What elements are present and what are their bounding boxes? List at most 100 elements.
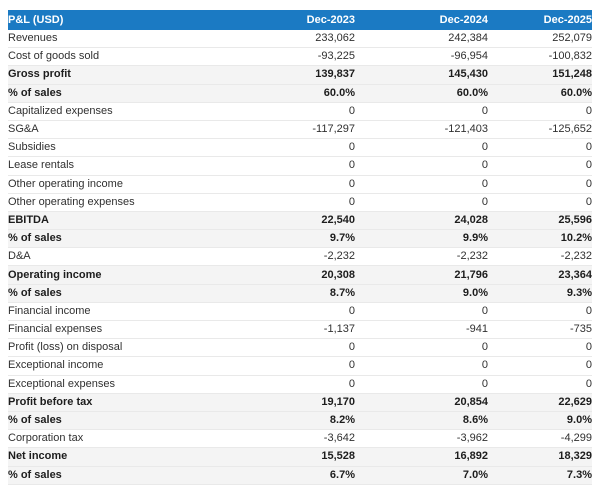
cell-value: 0 [355, 375, 488, 394]
row-label: EBITDA [8, 211, 233, 231]
cell-value: 139,837 [233, 65, 355, 85]
row-label: % of sales [8, 411, 233, 431]
cell-value: 6.7% [233, 466, 355, 485]
table-row: % of sales 9.7% 9.9% 10.2% [8, 229, 592, 249]
cell-value: 0 [355, 156, 488, 176]
cell-value: -1,137 [233, 320, 355, 340]
table-row: Profit before tax 19,170 20,854 22,629 [8, 393, 592, 412]
cell-value: 15,528 [233, 447, 355, 467]
cell-value: -2,232 [355, 247, 488, 267]
row-label: % of sales [8, 229, 233, 249]
cell-value: -2,232 [488, 247, 592, 267]
table-row: EBITDA 22,540 24,028 25,596 [8, 211, 592, 231]
cell-value: 20,854 [355, 393, 488, 412]
cell-value: 9.7% [233, 229, 355, 249]
cell-value: 9.9% [355, 229, 488, 249]
cell-value: -117,297 [233, 120, 355, 140]
cell-value: 8.6% [355, 411, 488, 431]
cell-value: 242,384 [355, 30, 488, 49]
cell-value: 0 [488, 193, 592, 212]
cell-value: 10.2% [488, 229, 592, 249]
cell-value: 0 [233, 138, 355, 158]
row-label: Financial expenses [8, 320, 233, 340]
cell-value: 151,248 [488, 65, 592, 85]
cell-value: -941 [355, 320, 488, 340]
row-label: Profit (loss) on disposal [8, 338, 233, 358]
row-label: Financial income [8, 302, 233, 322]
row-label: Lease rentals [8, 156, 233, 176]
cell-value: 7.3% [488, 466, 592, 485]
cell-value: 22,629 [488, 393, 592, 412]
cell-value: -4,299 [488, 429, 592, 449]
table-title: P&L (USD) [8, 10, 233, 30]
cell-value: 0 [488, 302, 592, 322]
table-row: % of sales 8.7% 9.0% 9.3% [8, 284, 592, 303]
row-label: Exceptional income [8, 356, 233, 376]
period-column-header: Dec-2025 [488, 10, 592, 30]
table-row: D&A -2,232 -2,232 -2,232 [8, 247, 592, 267]
table-row: Cost of goods sold -93,225 -96,954 -100,832 [8, 47, 592, 67]
cell-value: 60.0% [355, 84, 488, 103]
cell-value: 20,308 [233, 265, 355, 285]
cell-value: 0 [488, 138, 592, 158]
row-label: Operating income [8, 265, 233, 285]
cell-value: -735 [488, 320, 592, 340]
row-label: Other operating income [8, 175, 233, 194]
table-row: Financial income 0 0 0 [8, 302, 592, 322]
table-row: Profit (loss) on disposal 0 0 0 [8, 338, 592, 358]
cell-value: 0 [355, 175, 488, 194]
row-label: Gross profit [8, 65, 233, 85]
cell-value: 0 [355, 138, 488, 158]
cell-value: 19,170 [233, 393, 355, 412]
row-label: Profit before tax [8, 393, 233, 412]
cell-value: -3,962 [355, 429, 488, 449]
table-row: Gross profit 139,837 145,430 151,248 [8, 65, 592, 85]
cell-value: 9.0% [355, 284, 488, 303]
row-label: % of sales [8, 466, 233, 485]
row-label: Exceptional expenses [8, 375, 233, 394]
cell-value: -125,652 [488, 120, 592, 140]
row-label: SG&A [8, 120, 233, 140]
cell-value: 0 [488, 338, 592, 358]
cell-value: 9.3% [488, 284, 592, 303]
table-row: Lease rentals 0 0 0 [8, 156, 592, 176]
cell-value: 0 [488, 156, 592, 176]
row-label: Revenues [8, 30, 233, 49]
cell-value: 60.0% [233, 84, 355, 103]
table-header: P&L (USD) Dec-2023 Dec-2024 Dec-2025 [8, 10, 592, 30]
cell-value: 0 [488, 175, 592, 194]
row-label: Other operating expenses [8, 193, 233, 212]
table-row: % of sales 60.0% 60.0% 60.0% [8, 84, 592, 103]
cell-value: 0 [233, 193, 355, 212]
row-label: D&A [8, 247, 233, 267]
cell-value: 0 [233, 156, 355, 176]
table-row: Corporation tax -3,642 -3,962 -4,299 [8, 429, 592, 449]
cell-value: 0 [233, 338, 355, 358]
cell-value: 0 [233, 302, 355, 322]
cell-value: 0 [233, 356, 355, 376]
cell-value: -96,954 [355, 47, 488, 67]
row-label: % of sales [8, 284, 233, 303]
cell-value: 0 [355, 193, 488, 212]
row-label: Subsidies [8, 138, 233, 158]
row-label: % of sales [8, 84, 233, 103]
cell-value: 24,028 [355, 211, 488, 231]
table-row: Exceptional expenses 0 0 0 [8, 375, 592, 394]
table-row: Net income 15,528 16,892 18,329 [8, 447, 592, 467]
cell-value: 0 [233, 375, 355, 394]
cell-value: 0 [488, 356, 592, 376]
row-label: Net income [8, 447, 233, 467]
table-row: Financial expenses -1,137 -941 -735 [8, 320, 592, 340]
cell-value: 0 [233, 175, 355, 194]
table-row: Subsidies 0 0 0 [8, 138, 592, 158]
period-column-header: Dec-2023 [233, 10, 355, 30]
cell-value: 0 [355, 302, 488, 322]
table-row: Revenues 233,062 242,384 252,079 [8, 30, 592, 49]
row-label: Cost of goods sold [8, 47, 233, 67]
cell-value: 21,796 [355, 265, 488, 285]
cell-value: 8.7% [233, 284, 355, 303]
cell-value: 0 [355, 102, 488, 121]
row-label: Corporation tax [8, 429, 233, 449]
cell-value: 25,596 [488, 211, 592, 231]
